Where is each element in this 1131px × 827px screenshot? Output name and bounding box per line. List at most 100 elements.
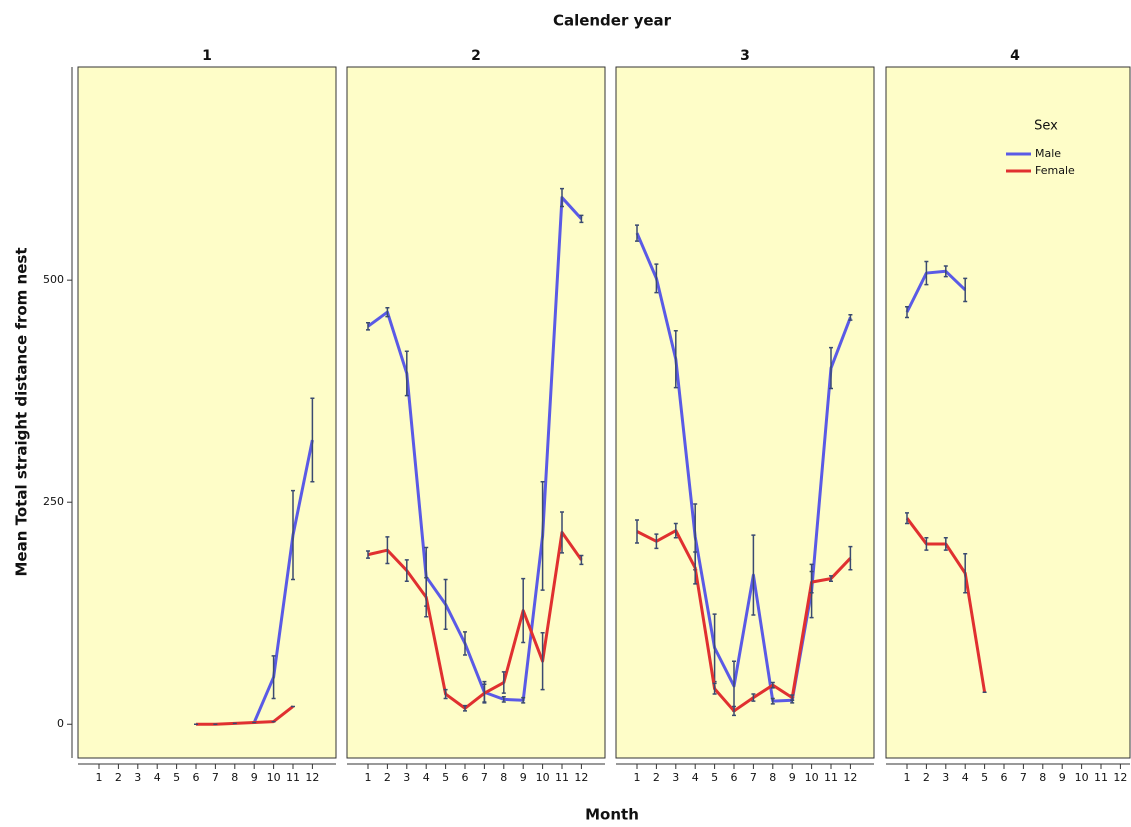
x-tick-label: 8	[231, 771, 238, 784]
panel-title: 1	[202, 48, 212, 64]
x-tick-label: 3	[942, 771, 949, 784]
x-tick-label: 12	[843, 771, 857, 784]
x-tick-label: 6	[462, 771, 469, 784]
error-bar	[905, 512, 909, 525]
error-bar	[463, 704, 467, 712]
error-bar	[829, 346, 833, 390]
x-tick-label: 3	[134, 771, 141, 784]
error-bar	[501, 695, 506, 703]
chart-title: Calender year	[553, 12, 672, 30]
x-tick-label: 4	[962, 771, 969, 784]
error-bar	[482, 683, 487, 703]
x-tick-label: 10	[267, 771, 281, 784]
x-tick-label: 9	[520, 771, 527, 784]
y-tick-label: 0	[57, 717, 64, 730]
error-bar	[829, 575, 833, 583]
panel	[615, 66, 875, 759]
error-bar	[521, 696, 526, 704]
error-bar	[943, 536, 948, 551]
error-bar	[385, 306, 390, 318]
error-bar	[963, 552, 968, 594]
error-bar	[540, 632, 545, 691]
error-bar	[443, 578, 448, 630]
error-bar	[366, 550, 370, 559]
x-tick-label: 7	[750, 771, 757, 784]
error-bar	[291, 489, 295, 581]
x-tick-label: 3	[672, 771, 679, 784]
x-tick-label: 10	[805, 771, 819, 784]
x-tick-label: 10	[536, 771, 550, 784]
error-bar	[501, 671, 506, 694]
x-tick-label: 3	[403, 771, 410, 784]
panel	[77, 66, 337, 759]
error-bar	[770, 697, 775, 705]
x-tick-label: 1	[96, 771, 103, 784]
x-tick-label: 6	[731, 771, 738, 784]
legend-label: Male	[1035, 147, 1061, 160]
x-tick-label: 4	[154, 771, 161, 784]
error-bar	[560, 511, 564, 554]
panel	[885, 66, 1131, 759]
x-tick-label: 4	[423, 771, 430, 784]
y-axis-label: Mean Total straight distance from nest	[13, 248, 31, 577]
error-bar	[463, 631, 467, 656]
x-tick-label: 2	[384, 771, 391, 784]
error-bar	[924, 260, 929, 286]
y-tick-label: 250	[43, 495, 64, 508]
error-bar	[790, 694, 795, 702]
x-tick-label: 12	[305, 771, 319, 784]
error-bar	[809, 570, 814, 594]
error-bar	[385, 536, 390, 565]
series-line	[635, 232, 852, 703]
x-tick-label: 9	[789, 771, 796, 784]
x-tick-label: 11	[555, 771, 569, 784]
x-tick-label: 12	[574, 771, 588, 784]
legend-title: Sex	[1034, 119, 1058, 134]
error-bar	[579, 554, 584, 566]
error-bar	[751, 693, 756, 702]
error-bar	[848, 314, 853, 321]
error-bar	[654, 263, 659, 294]
error-bar	[310, 397, 315, 483]
x-tick-label: 11	[1094, 771, 1108, 784]
error-bar	[673, 330, 678, 389]
error-bar	[848, 545, 853, 571]
panel	[346, 66, 606, 759]
error-bar	[732, 705, 736, 717]
error-bar	[424, 576, 429, 618]
x-tick-label: 5	[442, 771, 449, 784]
error-bar	[404, 350, 409, 397]
x-tick-label: 8	[1039, 771, 1046, 784]
x-tick-label: 9	[1059, 771, 1066, 784]
x-tick-label: 5	[981, 771, 988, 784]
error-bar	[521, 577, 526, 644]
error-bar	[404, 559, 409, 583]
error-bar	[751, 534, 756, 616]
x-tick-label: 7	[1020, 771, 1027, 784]
x-tick-label: 5	[173, 771, 180, 784]
error-bar	[635, 224, 639, 242]
error-bar	[673, 522, 678, 539]
error-bar	[770, 681, 775, 689]
error-bar	[712, 682, 717, 695]
x-tick-label: 1	[904, 771, 911, 784]
x-tick-label: 7	[212, 771, 219, 784]
x-tick-label: 11	[824, 771, 838, 784]
x-tick-label: 10	[1075, 771, 1089, 784]
error-bar	[443, 688, 448, 700]
x-tick-label: 2	[653, 771, 660, 784]
x-tick-label: 5	[711, 771, 718, 784]
x-tick-label: 12	[1113, 771, 1127, 784]
error-bar	[963, 277, 968, 303]
x-tick-label: 1	[634, 771, 641, 784]
x-tick-label: 11	[286, 771, 300, 784]
error-bar	[366, 322, 370, 331]
error-bar	[654, 533, 659, 550]
error-bar	[943, 265, 948, 278]
series-line	[905, 269, 967, 313]
error-bar	[579, 214, 584, 224]
x-tick-label: 8	[500, 771, 507, 784]
panel-title: 3	[740, 48, 750, 64]
panel-title: 2	[471, 48, 481, 64]
